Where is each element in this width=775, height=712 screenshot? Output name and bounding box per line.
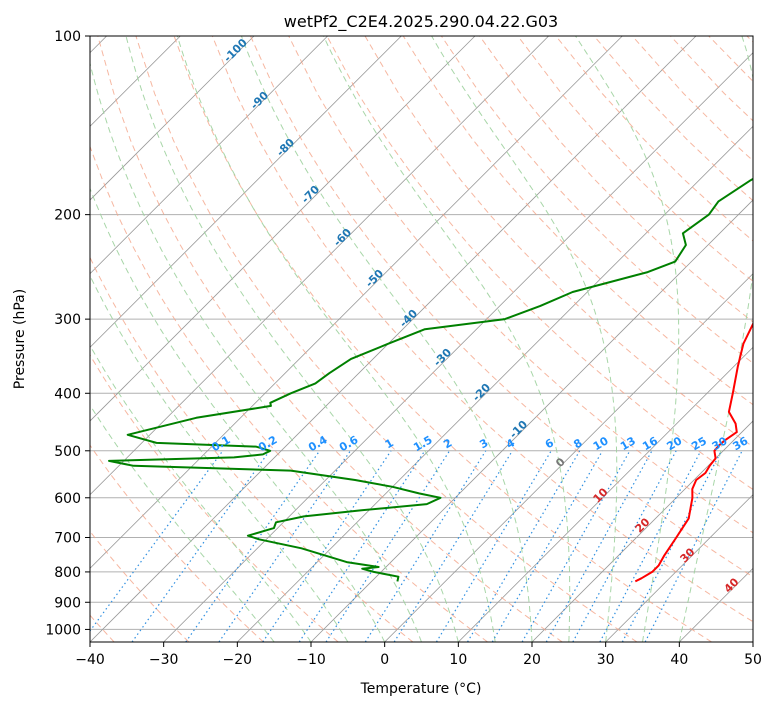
dry-adiabat-line — [747, 36, 775, 642]
mixing-ratio-line — [573, 451, 676, 642]
moist-adiabat-line — [432, 36, 617, 642]
dry-adiabat-line — [21, 36, 413, 642]
x-tick-label: 20 — [523, 652, 541, 668]
y-tick-label: 400 — [54, 386, 81, 402]
y-tick-label: 600 — [54, 491, 81, 507]
isotherm-line — [385, 36, 775, 642]
temperature-profile — [635, 36, 775, 581]
x-tick-label: 10 — [449, 652, 467, 668]
x-tick-label: −40 — [75, 652, 105, 668]
dry-adiabat-line — [327, 36, 775, 642]
dry-adiabat-line — [60, 36, 488, 642]
y-tick-label: 500 — [54, 444, 81, 460]
x-tick-label: −20 — [223, 652, 253, 668]
mixing-ratio-line — [468, 451, 580, 642]
isotherm-line — [90, 36, 696, 642]
y-tick-label: 900 — [54, 595, 81, 611]
dry-adiabat-line — [709, 36, 775, 642]
isotherm-line — [753, 36, 775, 642]
y-tick-label: 100 — [54, 29, 81, 45]
moist-adiabat-label: -80 — [274, 136, 297, 159]
mixing-ratio-line — [263, 451, 391, 642]
mixing-ratio-line — [132, 451, 270, 642]
x-tick-label: −30 — [149, 652, 179, 668]
dry-adiabat-line — [518, 36, 775, 642]
plot-frame — [90, 36, 753, 642]
dry-adiabat-line — [556, 36, 775, 642]
x-tick-label: 30 — [597, 652, 615, 668]
moist-adiabat-line — [0, 36, 311, 642]
x-tick-label: 50 — [744, 652, 762, 668]
dry-adiabat-label: 40 — [722, 575, 742, 595]
mixing-ratio-line — [522, 451, 630, 642]
moist-adiabat-line — [18, 36, 348, 642]
dry-adiabat-label: 30 — [678, 545, 698, 565]
mixing-ratio-line — [645, 451, 742, 642]
moist-adiabat-label: -20 — [470, 381, 493, 404]
dry-adiabat-line — [480, 36, 775, 642]
y-tick-label: 800 — [54, 565, 81, 581]
mixing-ratio-line — [82, 451, 223, 642]
dry-adiabat-line — [441, 36, 775, 642]
x-tick-label: −10 — [296, 652, 326, 668]
profile-series — [109, 36, 775, 581]
dry-adiabat-line — [632, 36, 775, 642]
mixing-ratio-line — [394, 451, 512, 642]
dewpoint-profile — [109, 36, 775, 581]
dry-adiabat-line — [0, 36, 189, 642]
isotherm-line — [0, 36, 401, 642]
y-tick-label: 200 — [54, 208, 81, 224]
mixing-ratio-line — [600, 451, 701, 642]
y-tick-label: 700 — [54, 531, 81, 547]
dry-adiabat-label: 20 — [633, 515, 653, 535]
isotherm-line — [0, 36, 328, 642]
dry-adiabat-line — [403, 36, 775, 642]
dry-adiabat-line — [98, 36, 563, 642]
mixing-ratio-line — [219, 451, 350, 642]
isotherm-line — [0, 36, 254, 642]
moist-adiabat-label: -100 — [221, 36, 250, 65]
moist-adiabat-label: 0 — [553, 455, 568, 470]
background-lines — [0, 36, 775, 642]
isotherm-line — [311, 36, 775, 642]
moist-adiabat-label: -70 — [299, 183, 322, 206]
moist-adiabat-label: -50 — [363, 267, 386, 290]
dry-adiabat-label: 10 — [591, 485, 611, 505]
moist-adiabat-label: -90 — [248, 89, 271, 112]
moist-adiabat-line — [0, 36, 274, 642]
mixing-ratio-label: 2 — [441, 436, 454, 451]
moist-adiabat-label: -30 — [431, 346, 454, 369]
moist-adiabat-line — [126, 36, 458, 642]
x-tick-label: 0 — [380, 652, 389, 668]
moist-adiabat-line — [49, 36, 385, 642]
dry-adiabat-line — [0, 36, 338, 642]
x-axis-title: Temperature (°C) — [360, 681, 482, 697]
moist-adiabat-line — [324, 36, 570, 642]
mixing-ratio-line — [299, 451, 425, 642]
moist-adiabat-label: -60 — [331, 226, 354, 249]
mixing-ratio-line — [365, 451, 485, 642]
moist-adiabat-label: -40 — [397, 307, 420, 330]
y-axis-title: Pressure (hPa) — [12, 289, 28, 389]
y-tick-label: 300 — [54, 312, 81, 328]
dry-adiabat-line — [0, 36, 264, 642]
moist-adiabat-line — [177, 36, 495, 642]
x-tick-label: 40 — [670, 652, 688, 668]
isotherm-line — [0, 36, 475, 642]
isotherm-line — [16, 36, 622, 642]
y-tick-label: 1000 — [45, 622, 81, 638]
moist-adiabat-line — [241, 36, 532, 642]
chart-title: wetPf2_C2E4.2025.290.04.22.G03 — [284, 12, 558, 32]
